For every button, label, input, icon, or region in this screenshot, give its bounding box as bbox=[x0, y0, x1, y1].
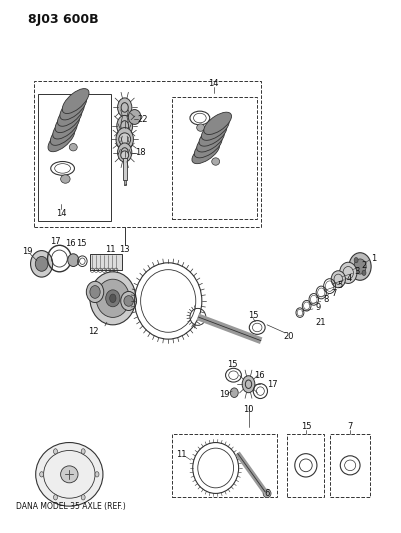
Ellipse shape bbox=[354, 259, 366, 274]
Ellipse shape bbox=[119, 133, 131, 146]
Text: 16: 16 bbox=[65, 239, 75, 248]
Ellipse shape bbox=[69, 143, 77, 151]
Bar bbox=[172, 97, 257, 219]
Circle shape bbox=[81, 449, 85, 454]
Text: 19: 19 bbox=[219, 390, 229, 399]
Ellipse shape bbox=[196, 130, 225, 152]
Ellipse shape bbox=[57, 101, 84, 126]
Text: 11: 11 bbox=[105, 245, 115, 254]
Text: 9: 9 bbox=[315, 303, 320, 312]
Ellipse shape bbox=[36, 442, 103, 506]
Ellipse shape bbox=[68, 254, 79, 266]
Ellipse shape bbox=[61, 466, 78, 483]
Circle shape bbox=[95, 472, 99, 477]
Text: 18: 18 bbox=[135, 148, 146, 157]
Text: 10: 10 bbox=[243, 405, 254, 414]
Ellipse shape bbox=[128, 110, 141, 124]
Text: 15: 15 bbox=[227, 360, 238, 369]
Ellipse shape bbox=[204, 112, 231, 134]
Text: 8: 8 bbox=[323, 295, 328, 304]
Ellipse shape bbox=[48, 127, 75, 152]
Ellipse shape bbox=[230, 388, 238, 398]
Ellipse shape bbox=[30, 251, 53, 277]
Circle shape bbox=[40, 472, 44, 477]
Ellipse shape bbox=[51, 120, 77, 146]
Text: 7: 7 bbox=[348, 422, 353, 431]
Text: 5: 5 bbox=[338, 280, 343, 289]
Ellipse shape bbox=[35, 256, 48, 271]
Ellipse shape bbox=[121, 292, 137, 311]
Ellipse shape bbox=[86, 281, 104, 303]
Bar bbox=[34, 81, 261, 227]
Ellipse shape bbox=[106, 290, 120, 307]
Ellipse shape bbox=[61, 175, 70, 183]
Text: 13: 13 bbox=[119, 245, 130, 254]
Text: 21: 21 bbox=[315, 318, 326, 327]
Bar bbox=[287, 433, 324, 497]
Ellipse shape bbox=[96, 279, 130, 317]
Text: 15: 15 bbox=[248, 311, 259, 320]
Text: DANA MODEL 35 AXLE (REF.): DANA MODEL 35 AXLE (REF.) bbox=[16, 502, 126, 511]
Text: 17: 17 bbox=[50, 237, 61, 246]
Text: 15: 15 bbox=[301, 422, 311, 431]
Ellipse shape bbox=[60, 95, 87, 120]
Bar bbox=[124, 180, 126, 185]
Circle shape bbox=[362, 270, 366, 276]
Ellipse shape bbox=[109, 294, 116, 303]
Text: 22: 22 bbox=[137, 115, 148, 124]
Text: 8J03 600B: 8J03 600B bbox=[28, 13, 98, 27]
Ellipse shape bbox=[90, 272, 136, 325]
Ellipse shape bbox=[53, 114, 79, 139]
Text: 6: 6 bbox=[264, 489, 270, 498]
Text: 12: 12 bbox=[88, 327, 98, 336]
Text: 19: 19 bbox=[22, 247, 32, 256]
Text: 17: 17 bbox=[267, 379, 277, 389]
Ellipse shape bbox=[212, 158, 220, 165]
Circle shape bbox=[354, 257, 358, 263]
Bar bbox=[90, 254, 122, 270]
Ellipse shape bbox=[192, 141, 220, 164]
Circle shape bbox=[117, 143, 132, 162]
Text: 14: 14 bbox=[209, 79, 219, 88]
Text: 1: 1 bbox=[371, 254, 377, 263]
Ellipse shape bbox=[55, 108, 82, 133]
Text: 15: 15 bbox=[76, 239, 87, 248]
Ellipse shape bbox=[331, 271, 345, 288]
Text: 3: 3 bbox=[354, 268, 360, 276]
Bar bbox=[330, 433, 370, 497]
Circle shape bbox=[116, 127, 134, 151]
Ellipse shape bbox=[201, 118, 229, 140]
Ellipse shape bbox=[62, 88, 89, 114]
Ellipse shape bbox=[196, 124, 205, 131]
Ellipse shape bbox=[340, 262, 357, 284]
Text: 11: 11 bbox=[176, 450, 186, 459]
Circle shape bbox=[53, 495, 57, 500]
Circle shape bbox=[117, 115, 133, 136]
Ellipse shape bbox=[124, 296, 134, 306]
Ellipse shape bbox=[121, 151, 129, 159]
Bar bbox=[172, 433, 277, 497]
Circle shape bbox=[53, 449, 57, 454]
Ellipse shape bbox=[194, 135, 222, 158]
Ellipse shape bbox=[263, 489, 271, 498]
Text: 7: 7 bbox=[331, 288, 336, 297]
Text: 16: 16 bbox=[254, 370, 265, 379]
Ellipse shape bbox=[349, 253, 371, 280]
Text: 20: 20 bbox=[284, 332, 294, 341]
Ellipse shape bbox=[199, 124, 227, 146]
Circle shape bbox=[117, 98, 132, 117]
Circle shape bbox=[242, 376, 255, 393]
Bar bbox=[123, 158, 127, 180]
Text: 14: 14 bbox=[56, 209, 67, 218]
Bar bbox=[38, 94, 111, 221]
Text: 4: 4 bbox=[346, 273, 352, 282]
Ellipse shape bbox=[90, 286, 100, 298]
Circle shape bbox=[81, 495, 85, 500]
Text: 2: 2 bbox=[361, 261, 367, 270]
